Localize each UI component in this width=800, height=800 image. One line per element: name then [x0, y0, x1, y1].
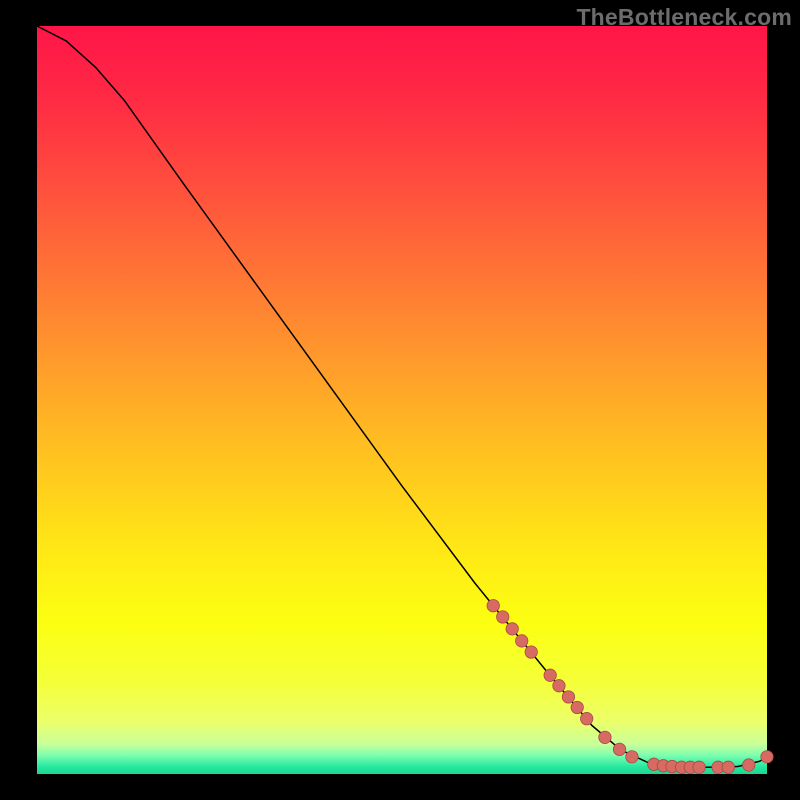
chart-svg — [0, 0, 800, 800]
data-marker — [516, 635, 528, 647]
data-marker — [693, 761, 705, 773]
data-marker — [743, 759, 755, 771]
data-marker — [613, 743, 625, 755]
data-marker — [487, 600, 499, 612]
data-marker — [761, 751, 773, 763]
data-marker — [544, 669, 556, 681]
data-marker — [553, 680, 565, 692]
chart-container: TheBottleneck.com — [0, 0, 800, 800]
data-marker — [571, 701, 583, 713]
data-marker — [525, 646, 537, 658]
data-marker — [506, 623, 518, 635]
data-marker — [497, 611, 509, 623]
data-marker — [722, 761, 734, 773]
data-marker — [580, 712, 592, 724]
data-marker — [599, 731, 611, 743]
data-marker — [562, 691, 574, 703]
plot-background — [37, 26, 767, 774]
data-marker — [626, 751, 638, 763]
watermark-text: TheBottleneck.com — [576, 4, 792, 31]
